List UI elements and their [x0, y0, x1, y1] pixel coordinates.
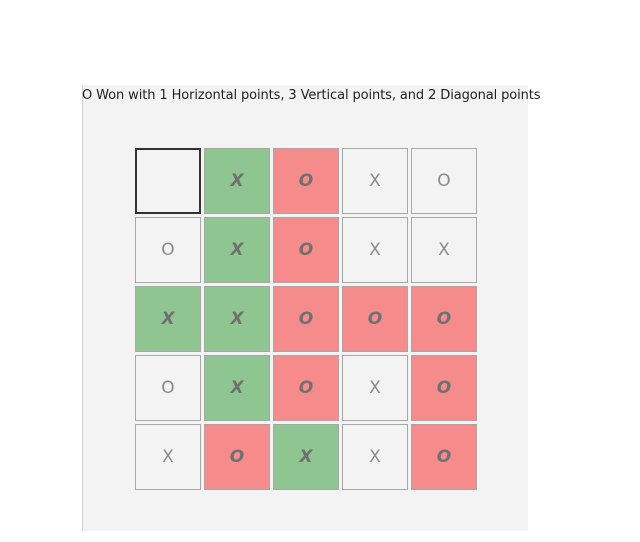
game-status-message: O Won with 1 Horizontal points, 3 Vertic…: [82, 88, 541, 103]
game-board: X O X O O X O X X X X O O O O X O X O X O X X O: [135, 148, 479, 492]
o-mark: O: [229, 446, 245, 467]
board-cell-r1-c5[interactable]: O: [411, 148, 477, 214]
o-mark: O: [436, 308, 452, 329]
x-mark: X: [369, 239, 381, 260]
board-cell-r2-c2[interactable]: X: [204, 217, 270, 283]
board-cell-r2-c5[interactable]: X: [411, 217, 477, 283]
board-cell-r1-c1[interactable]: [135, 148, 201, 214]
board-cell-r3-c2[interactable]: X: [204, 286, 270, 352]
board-cell-r3-c5[interactable]: O: [411, 286, 477, 352]
o-mark: O: [161, 239, 175, 260]
board-cell-r3-c1[interactable]: X: [135, 286, 201, 352]
o-mark: O: [437, 170, 451, 191]
o-mark: O: [298, 239, 314, 260]
panel-left-border: [82, 85, 83, 531]
o-mark: O: [436, 377, 452, 398]
board-cell-r5-c5[interactable]: O: [411, 424, 477, 490]
o-mark: O: [436, 446, 452, 467]
board-cell-r2-c1[interactable]: O: [135, 217, 201, 283]
board-cell-r4-c4[interactable]: X: [342, 355, 408, 421]
o-mark: O: [298, 308, 314, 329]
board-cell-r2-c3[interactable]: O: [273, 217, 339, 283]
o-mark: O: [298, 170, 314, 191]
o-mark: O: [161, 377, 175, 398]
o-mark: O: [298, 377, 314, 398]
board-cell-r5-c4[interactable]: X: [342, 424, 408, 490]
board-cell-r5-c1[interactable]: X: [135, 424, 201, 490]
board-cell-r2-c4[interactable]: X: [342, 217, 408, 283]
board-cell-r4-c5[interactable]: O: [411, 355, 477, 421]
board-cell-r3-c4[interactable]: O: [342, 286, 408, 352]
board-cell-r1-c3[interactable]: O: [273, 148, 339, 214]
o-mark: O: [367, 308, 383, 329]
x-mark: X: [230, 239, 244, 260]
board-cell-r4-c1[interactable]: O: [135, 355, 201, 421]
x-mark: X: [230, 308, 244, 329]
board-cell-r1-c2[interactable]: X: [204, 148, 270, 214]
x-mark: X: [369, 170, 381, 191]
x-mark: X: [369, 446, 381, 467]
x-mark: X: [162, 446, 174, 467]
x-mark: X: [369, 377, 381, 398]
x-mark: X: [161, 308, 175, 329]
board-cell-r5-c3[interactable]: X: [273, 424, 339, 490]
board-cell-r4-c2[interactable]: X: [204, 355, 270, 421]
x-mark: X: [230, 377, 244, 398]
board-cell-r1-c4[interactable]: X: [342, 148, 408, 214]
board-cell-r4-c3[interactable]: O: [273, 355, 339, 421]
board-cell-r5-c2[interactable]: O: [204, 424, 270, 490]
x-mark: X: [438, 239, 450, 260]
board-cell-r3-c3[interactable]: O: [273, 286, 339, 352]
x-mark: X: [299, 446, 313, 467]
x-mark: X: [230, 170, 244, 191]
